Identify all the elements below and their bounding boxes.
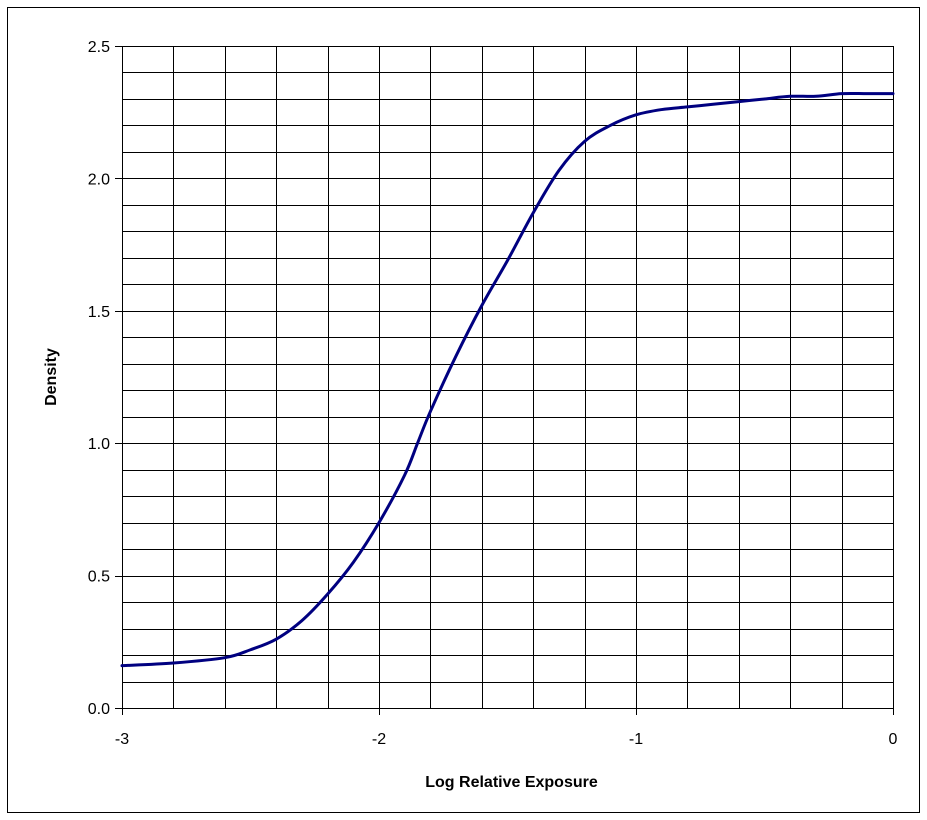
- chart-frame: [7, 7, 920, 813]
- y-tick-label: 2.5: [88, 39, 110, 56]
- y-tick-label: 1.0: [88, 436, 110, 453]
- axes: [115, 46, 894, 715]
- x-tick-label: -3: [115, 731, 129, 748]
- gridlines: [122, 46, 893, 708]
- y-tick-label: 2.0: [88, 171, 110, 188]
- x-tick-labels: -3 -2 -1 0: [115, 731, 898, 748]
- x-tick-label: 0: [889, 731, 898, 748]
- series-layer: [120, 91, 895, 668]
- y-tick-label: 0.5: [88, 569, 110, 586]
- y-axis-title: Density: [43, 348, 60, 406]
- x-tick-label: -1: [629, 731, 643, 748]
- y-tick-labels: 0.0 0.5 1.0 1.5 2.0 2.5: [88, 39, 110, 718]
- density-curve-line: [120, 91, 895, 668]
- y-tick-label: 1.5: [88, 304, 110, 321]
- x-tick-label: -2: [372, 731, 386, 748]
- y-tick-label: 0.0: [88, 701, 110, 718]
- x-axis-title: Log Relative Exposure: [425, 774, 598, 791]
- plot-area: [122, 46, 894, 709]
